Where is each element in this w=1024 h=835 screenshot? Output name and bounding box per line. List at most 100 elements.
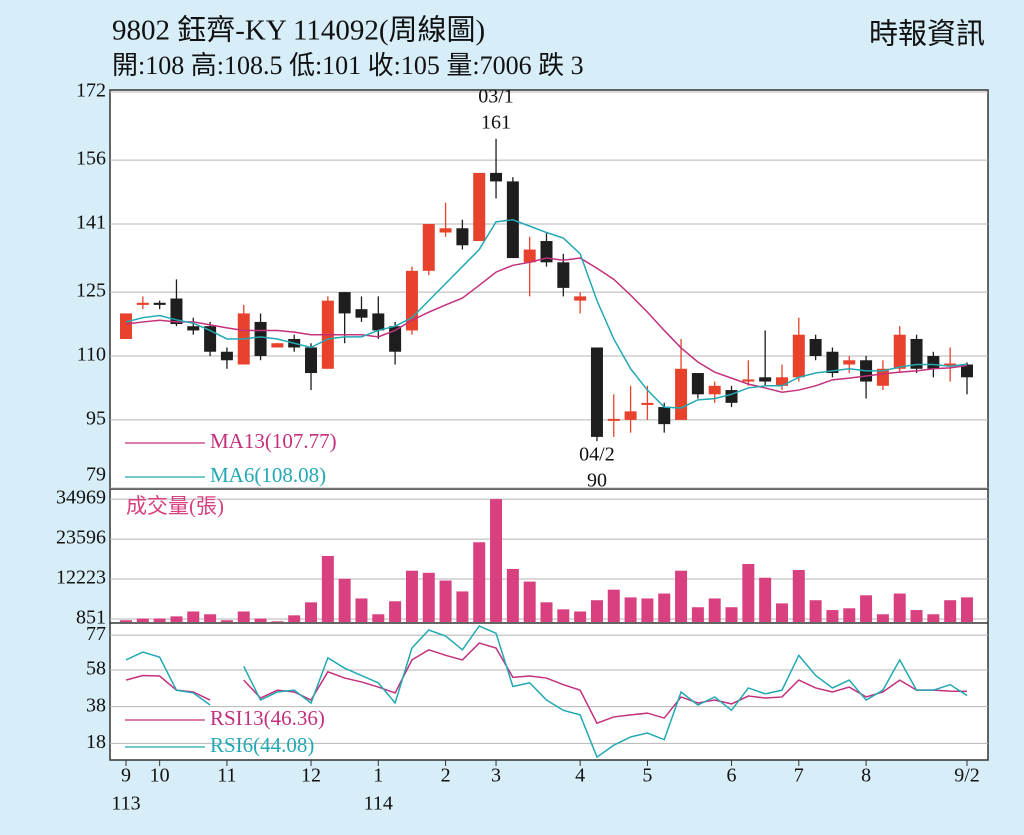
ma-line — [125, 218, 968, 409]
y-tick-label: 156 — [76, 148, 106, 170]
volume-bar — [254, 618, 267, 622]
candle-body — [775, 377, 788, 386]
y-tick-label: 12223 — [56, 567, 106, 589]
ma-line — [125, 257, 968, 393]
candle-body — [927, 356, 940, 369]
y-tick-label: 851 — [76, 607, 106, 629]
volume-bar — [220, 620, 233, 622]
candle-body — [523, 249, 536, 263]
y-tick-label: 125 — [76, 280, 106, 302]
candle-body — [389, 326, 402, 352]
x-tick-label: 7 — [794, 765, 804, 787]
candle-body — [893, 334, 906, 369]
candle-body — [338, 292, 351, 314]
candle-body — [456, 228, 469, 246]
volume-bar — [187, 611, 200, 622]
volume-bar — [691, 607, 704, 622]
candle-body — [607, 418, 620, 421]
volume-bar — [624, 597, 637, 622]
x-tick-label: 10 — [150, 765, 170, 787]
candle-body — [843, 360, 856, 365]
candle-body — [540, 241, 553, 263]
x-tick-label: 4 — [575, 765, 585, 787]
volume-bar — [422, 572, 435, 622]
volume-bar — [893, 593, 906, 622]
x-tick-label: 8 — [861, 765, 871, 787]
legend-label: MA6(108.08) — [210, 463, 326, 487]
volume-bar — [809, 600, 822, 622]
candle-body — [136, 302, 149, 305]
legend-label: RSI6(44.08) — [210, 733, 314, 757]
volume-bar — [523, 581, 536, 622]
annotation: 03/1 — [478, 86, 514, 108]
volume-bar — [742, 564, 755, 622]
candle-body — [691, 373, 704, 395]
candle-body — [405, 270, 418, 331]
candle-body — [220, 351, 233, 361]
x-tick-label: 9/2 — [954, 765, 980, 787]
x-tick-label: 6 — [727, 765, 737, 787]
x-tick-label: 2 — [441, 765, 451, 787]
volume-bar — [607, 589, 620, 622]
candle-body — [372, 313, 385, 331]
y-tick-label: 18 — [86, 731, 106, 753]
volume-bar — [574, 611, 587, 622]
legend-label: RSI13(46.36) — [210, 706, 325, 730]
volume-bar — [305, 602, 318, 622]
rsi-line — [125, 642, 968, 725]
annotation: 161 — [481, 112, 511, 134]
candle-body — [170, 298, 183, 325]
x-tick-label: 9 — [121, 765, 131, 787]
candle-body — [305, 347, 318, 374]
y-tick-label: 23596 — [56, 527, 106, 549]
volume-bar — [288, 615, 301, 622]
annotation: 04/2 — [579, 444, 615, 466]
y-tick-label: 58 — [86, 658, 106, 680]
chart-title: 9802 鈺齊-KY 114092(周線圖) — [112, 14, 485, 47]
plot-area — [109, 89, 989, 761]
candle-body — [641, 402, 654, 405]
volume-bar — [876, 614, 889, 622]
volume-bar — [271, 621, 284, 622]
volume-bar — [775, 603, 788, 622]
volume-bar — [826, 610, 839, 622]
candle-body — [826, 351, 839, 374]
y-tick-label: 79 — [86, 464, 106, 486]
y-tick-label: 34969 — [56, 487, 106, 509]
volume-bar — [153, 618, 166, 622]
volume-bar — [456, 591, 469, 622]
year-label: 113 — [111, 793, 140, 815]
y-tick-label: 110 — [77, 344, 106, 366]
year-label: 114 — [364, 793, 393, 815]
volume-bar — [170, 616, 183, 622]
legend-label: MA13(107.77) — [210, 429, 337, 453]
x-tick-label: 5 — [642, 765, 652, 787]
volume-bar — [557, 609, 570, 622]
volume-bar — [725, 607, 738, 622]
candle-body — [944, 363, 957, 366]
volume-bar — [237, 611, 250, 622]
candle-body — [742, 379, 755, 382]
volume-bar — [506, 568, 519, 622]
y-tick-label: 141 — [76, 212, 106, 234]
candle-body — [422, 224, 435, 271]
candle-body — [759, 377, 772, 382]
volume-bar — [961, 597, 973, 622]
volume-bar — [338, 578, 351, 622]
candle-body — [574, 296, 587, 301]
summary: 開:108 高:108.5 低:101 收:105 量:7006 跌 3 — [112, 51, 584, 80]
volume-bar — [473, 542, 486, 622]
volume-bar — [439, 580, 452, 622]
volume-bar — [860, 595, 873, 622]
volume-bar — [136, 618, 149, 622]
y-tick-label: 95 — [86, 407, 106, 429]
candle-body — [557, 262, 570, 288]
volume-bar — [843, 608, 856, 622]
candle-body — [961, 364, 973, 378]
y-tick-label: 77 — [86, 623, 106, 645]
candle-body — [490, 172, 503, 182]
rsi-line — [125, 625, 968, 759]
x-tick-label: 12 — [301, 765, 321, 787]
volume-bar — [910, 610, 923, 622]
